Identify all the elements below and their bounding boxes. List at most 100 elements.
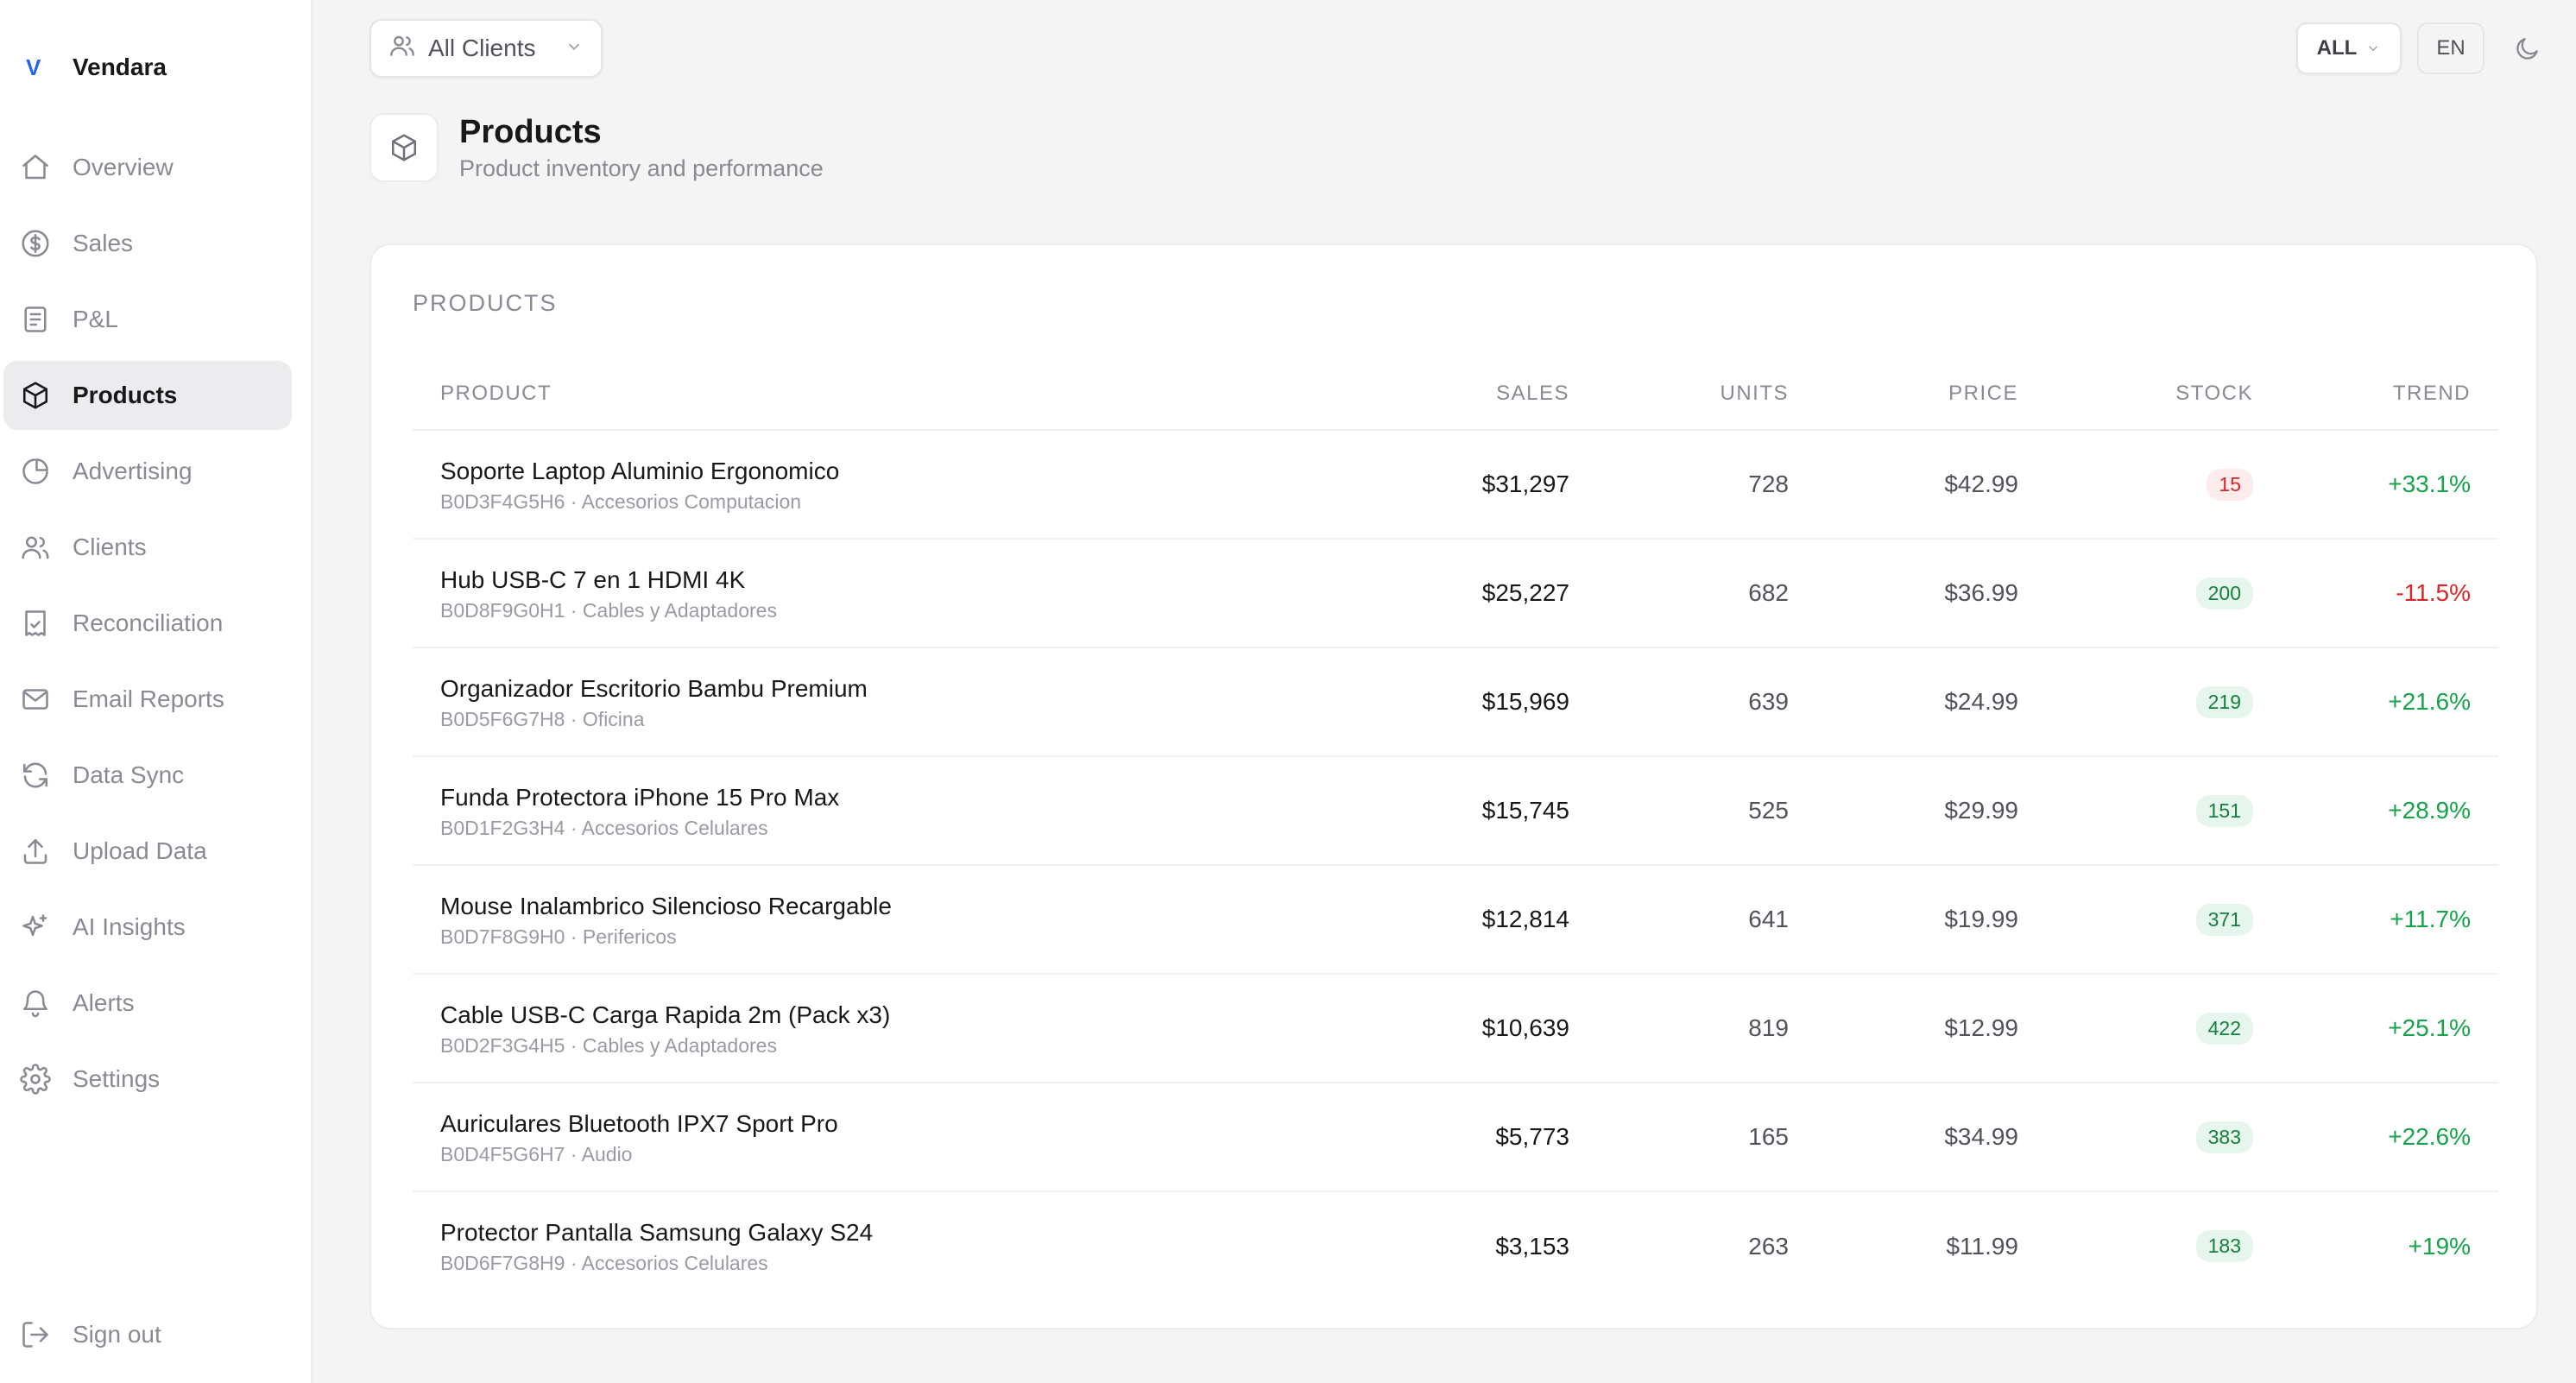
client-select-label: All Clients <box>428 35 536 61</box>
table-row[interactable]: Auriculares Bluetooth IPX7 Sport Pro B0D4… <box>413 1083 2498 1191</box>
product-cell: Protector Pantalla Samsung Galaxy S24 B0D… <box>413 1191 1310 1300</box>
sidebar-nav: Overview Sales P&L Products Advertising Clien… <box>3 133 292 1121</box>
column-header-sales[interactable]: SALES <box>1310 357 1569 431</box>
table-row[interactable]: Mouse Inalambrico Silencioso Recargable B… <box>413 865 2498 974</box>
sidebar: V Vendara Overview Sales P&L Products Advert… <box>0 0 313 1383</box>
stock-cell: 371 <box>2018 865 2253 974</box>
price-cell: $12.99 <box>1944 1014 2018 1041</box>
brand[interactable]: V Vendara <box>26 52 167 83</box>
stock-cell: 15 <box>2018 430 2253 539</box>
table-row[interactable]: Hub USB-C 7 en 1 HDMI 4K B0D8F9G0H1 · Cab… <box>413 539 2498 647</box>
gear-icon <box>19 1063 52 1096</box>
units-cell: 639 <box>1748 688 1789 715</box>
sales-cell: $15,969 <box>1481 688 1569 715</box>
column-header-trend[interactable]: TREND <box>2253 357 2498 431</box>
price-cell: $19.99 <box>1944 906 2018 932</box>
table-row[interactable]: Protector Pantalla Samsung Galaxy S24 B0D… <box>413 1191 2498 1300</box>
sidebar-item-label: Clients <box>73 534 147 560</box>
product-cell: Auriculares Bluetooth IPX7 Sport Pro B0D4… <box>413 1083 1310 1191</box>
price-cell: $34.99 <box>1944 1123 2018 1150</box>
sidebar-item-data-sync[interactable]: Data Sync <box>3 741 292 810</box>
sidebar-item-pandl[interactable]: P&L <box>3 285 292 354</box>
column-header-stock[interactable]: STOCK <box>2018 357 2253 431</box>
mail-icon <box>19 683 52 716</box>
home-icon <box>19 151 52 184</box>
document-icon <box>19 303 52 336</box>
sidebar-item-label: Advertising <box>73 458 193 484</box>
product-category: Cables y Adaptadores <box>582 1033 777 1057</box>
product-meta: B0D6F7G8H9 · Accesorios Celulares <box>440 1252 1310 1275</box>
price-cell: $29.99 <box>1944 797 2018 824</box>
page-header: Products Product inventory and performan… <box>369 112 824 182</box>
chevron-down-icon <box>2369 46 2378 52</box>
sidebar-item-label: Products <box>73 382 178 408</box>
trend-cell: +19% <box>2408 1232 2471 1260</box>
sidebar-item-alerts[interactable]: Alerts <box>3 969 292 1038</box>
product-name: Soporte Laptop Aluminio Ergonomico <box>440 457 840 484</box>
product-category: Audio <box>581 1142 633 1165</box>
sidebar-item-overview[interactable]: Overview <box>3 133 292 202</box>
sidebar-item-label: Sales <box>73 230 134 256</box>
product-cell: Hub USB-C 7 en 1 HDMI 4K B0D8F9G0H1 · Cab… <box>413 539 1310 647</box>
sign-out-button[interactable]: Sign out <box>3 1300 292 1369</box>
meta-separator: · <box>565 707 583 730</box>
theme-toggle[interactable] <box>2510 31 2545 66</box>
product-category: Accesorios Celulares <box>581 816 768 839</box>
stock-cell: 151 <box>2018 756 2253 865</box>
meta-separator: · <box>565 1033 583 1057</box>
product-meta: B0D8F9G0H1 · Cables y Adaptadores <box>440 599 1310 622</box>
product-name: Mouse Inalambrico Silencioso Recargable <box>440 892 892 919</box>
brand-name: Vendara <box>73 54 167 80</box>
range-select[interactable]: ALL <box>2296 22 2402 74</box>
sidebar-item-ai-insights[interactable]: AI Insights <box>3 893 292 962</box>
sidebar-item-upload-data[interactable]: Upload Data <box>3 817 292 886</box>
product-cell: Cable USB-C Carga Rapida 2m (Pack x3) B0D… <box>413 974 1310 1083</box>
users-icon <box>388 32 416 66</box>
units-cell: 165 <box>1748 1123 1789 1150</box>
sidebar-item-reconciliation[interactable]: Reconciliation <box>3 589 292 658</box>
table-row[interactable]: Soporte Laptop Aluminio Ergonomico B0D3F4… <box>413 430 2498 539</box>
chevron-down-icon <box>565 35 584 62</box>
client-select[interactable]: All Clients <box>369 19 603 78</box>
sales-cell: $12,814 <box>1481 906 1569 932</box>
products-table: PRODUCT SALES UNITS PRICE STOCK TREND So… <box>413 357 2498 1300</box>
product-category: Perifericos <box>582 925 677 948</box>
sidebar-item-settings[interactable]: Settings <box>3 1045 292 1114</box>
trend-cell: +11.7% <box>2390 906 2471 932</box>
sidebar-item-sales[interactable]: Sales <box>3 209 292 278</box>
product-meta: B0D5F6G7H8 · Oficina <box>440 708 1310 731</box>
product-sku: B0D4F5G6H7 <box>440 1142 565 1165</box>
product-category: Oficina <box>582 707 645 730</box>
product-sku: B0D2F3G4H5 <box>440 1033 565 1057</box>
sidebar-item-advertising[interactable]: Advertising <box>3 437 292 506</box>
meta-separator: · <box>565 1142 582 1165</box>
stock-badge: 183 <box>2195 1230 2253 1262</box>
page-title: Products <box>459 114 602 150</box>
sidebar-item-email-reports[interactable]: Email Reports <box>3 665 292 734</box>
table-row[interactable]: Funda Protectora iPhone 15 Pro Max B0D1F2… <box>413 756 2498 865</box>
pie-chart-icon <box>19 455 52 488</box>
meta-separator: · <box>565 925 583 948</box>
sidebar-item-clients[interactable]: Clients <box>3 513 292 582</box>
language-button[interactable]: EN <box>2417 22 2484 74</box>
product-name: Auriculares Bluetooth IPX7 Sport Pro <box>440 1109 838 1137</box>
sidebar-item-products[interactable]: Products <box>3 361 292 430</box>
sign-out-label: Sign out <box>73 1321 161 1348</box>
column-header-units[interactable]: UNITS <box>1569 357 1789 431</box>
stock-cell: 219 <box>2018 647 2253 756</box>
price-cell: $24.99 <box>1944 688 2018 715</box>
column-header-price[interactable]: PRICE <box>1789 357 2018 431</box>
table-row[interactable]: Organizador Escritorio Bambu Premium B0D5… <box>413 647 2498 756</box>
trend-cell: +28.9% <box>2388 797 2471 824</box>
column-header-product[interactable]: PRODUCT <box>413 357 1310 431</box>
sales-cell: $31,297 <box>1481 470 1569 497</box>
sidebar-item-label: Data Sync <box>73 761 185 788</box>
stock-badge: 15 <box>2207 468 2253 501</box>
product-sku: B0D8F9G0H1 <box>440 598 565 622</box>
sales-cell: $10,639 <box>1481 1014 1569 1041</box>
product-sku: B0D3F4G5H6 <box>440 489 565 513</box>
product-cell: Soporte Laptop Aluminio Ergonomico B0D3F4… <box>413 430 1310 539</box>
table-row[interactable]: Cable USB-C Carga Rapida 2m (Pack x3) B0D… <box>413 974 2498 1083</box>
meta-separator: · <box>565 816 582 839</box>
range-select-label: ALL <box>2316 36 2358 60</box>
